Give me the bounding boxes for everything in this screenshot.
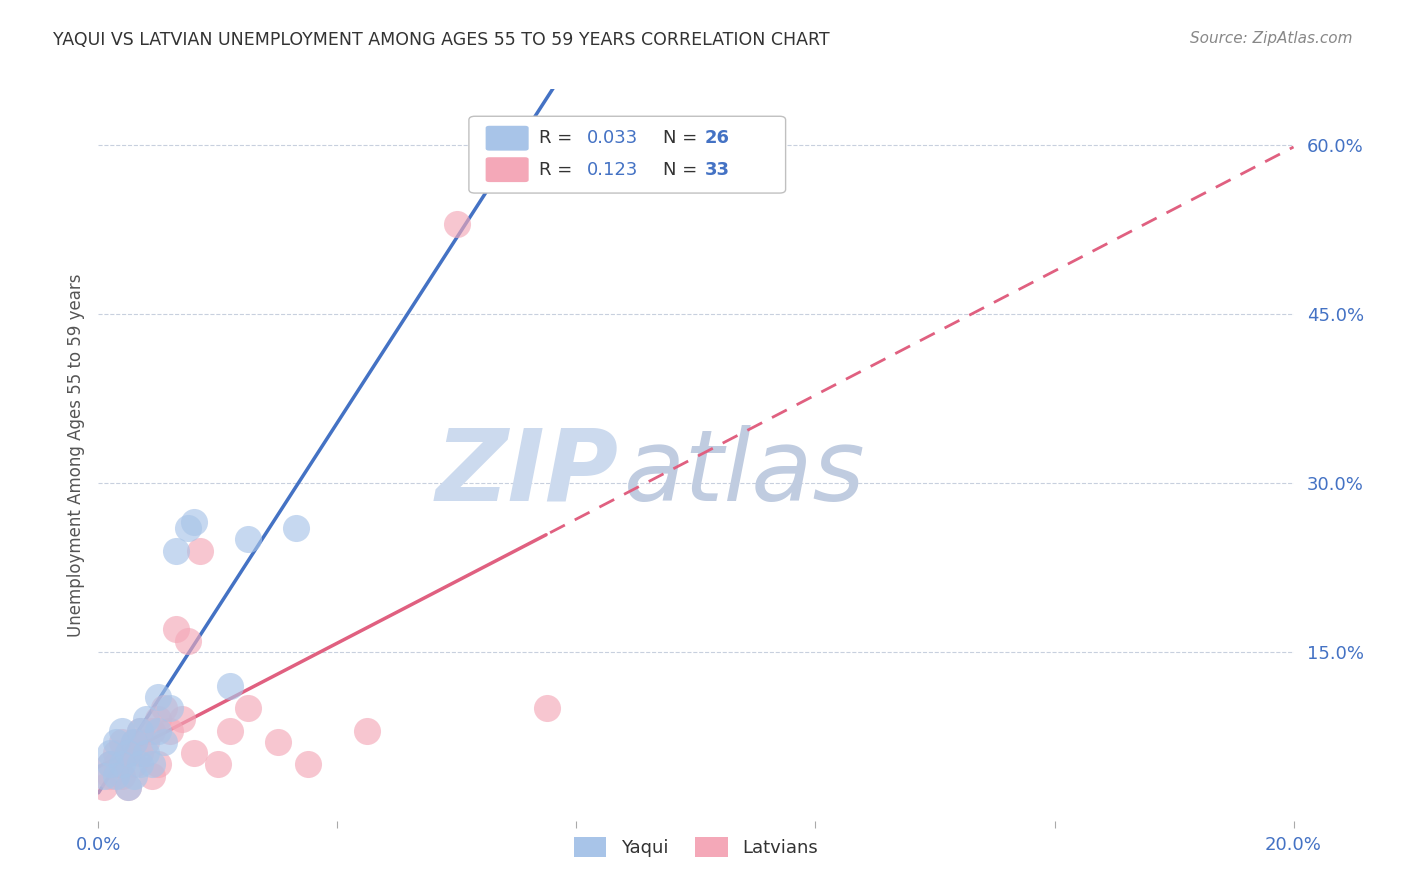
Text: YAQUI VS LATVIAN UNEMPLOYMENT AMONG AGES 55 TO 59 YEARS CORRELATION CHART: YAQUI VS LATVIAN UNEMPLOYMENT AMONG AGES… [53, 31, 830, 49]
Point [117, 780, 139, 794]
Point [135, 746, 157, 760]
Point [111, 735, 134, 749]
Point [183, 746, 205, 760]
Point [98, 746, 122, 760]
Text: R =: R = [540, 161, 578, 178]
Point [188, 543, 211, 558]
Text: 0.123: 0.123 [588, 161, 638, 178]
Point [148, 723, 170, 738]
Point [129, 746, 152, 760]
Point [267, 735, 290, 749]
Point [297, 757, 319, 772]
Point [111, 769, 134, 783]
Point [98, 769, 122, 783]
Point [159, 701, 181, 715]
Text: atlas: atlas [624, 425, 866, 522]
Point [153, 735, 176, 749]
Text: 33: 33 [704, 161, 730, 178]
Text: 0.033: 0.033 [588, 129, 638, 147]
Point [219, 679, 242, 693]
Point [207, 757, 229, 772]
Point [111, 757, 134, 772]
Point [165, 543, 187, 558]
Point [111, 723, 134, 738]
Point [117, 780, 139, 794]
Point [98, 757, 122, 772]
Point [129, 723, 152, 738]
Text: N =: N = [662, 161, 703, 178]
Legend: Yaqui, Latvians: Yaqui, Latvians [565, 828, 827, 866]
Point [129, 757, 152, 772]
Text: ZIP: ZIP [436, 425, 619, 522]
Point [536, 701, 558, 715]
Point [148, 757, 170, 772]
Point [124, 735, 146, 749]
Point [148, 712, 170, 726]
Point [141, 757, 163, 772]
Point [124, 735, 146, 749]
Point [141, 723, 163, 738]
Point [105, 746, 128, 760]
Text: N =: N = [662, 129, 703, 147]
Point [98, 757, 122, 772]
Point [93, 769, 115, 783]
Point [141, 769, 163, 783]
Point [165, 623, 187, 637]
Point [153, 701, 176, 715]
Text: Source: ZipAtlas.com: Source: ZipAtlas.com [1189, 31, 1353, 46]
Point [177, 521, 200, 535]
Point [117, 746, 139, 760]
Text: R =: R = [540, 129, 578, 147]
Point [219, 723, 242, 738]
FancyBboxPatch shape [485, 126, 529, 151]
Text: 26: 26 [704, 129, 730, 147]
Point [135, 735, 157, 749]
Point [148, 690, 170, 704]
Point [284, 521, 307, 535]
Point [93, 780, 115, 794]
Point [129, 723, 152, 738]
Point [159, 723, 181, 738]
Point [124, 769, 146, 783]
Point [356, 723, 378, 738]
Point [105, 769, 128, 783]
Point [236, 701, 259, 715]
Point [236, 533, 259, 547]
Point [117, 746, 139, 760]
Point [124, 757, 146, 772]
Point [446, 217, 468, 231]
Point [177, 633, 200, 648]
Point [105, 735, 128, 749]
Point [183, 516, 205, 530]
FancyBboxPatch shape [485, 157, 529, 182]
Y-axis label: Unemployment Among Ages 55 to 59 years: Unemployment Among Ages 55 to 59 years [66, 273, 84, 637]
Point [135, 712, 157, 726]
FancyBboxPatch shape [470, 116, 786, 193]
Point [105, 757, 128, 772]
Point [172, 712, 194, 726]
